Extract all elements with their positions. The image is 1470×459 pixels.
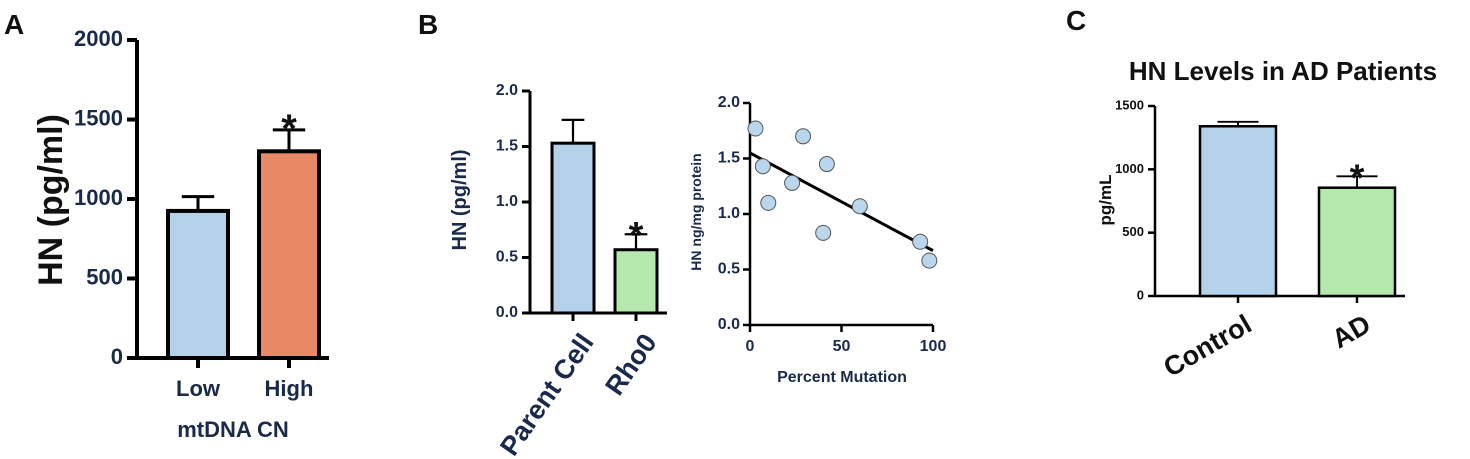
- scatter-point: [818, 156, 835, 173]
- scatter-point: [815, 224, 832, 241]
- panel-b-scatter-x-axis-label: Percent Mutation: [777, 369, 907, 386]
- y-tick-label: 2.0: [496, 82, 518, 99]
- y-tick-label: 2.0: [718, 94, 740, 111]
- scatter-point: [760, 194, 777, 211]
- panel-c-plot-area: Control AD *: [1153, 106, 1405, 383]
- panel-c-title: HN Levels in AD Patients: [1129, 56, 1437, 86]
- y-tick-label: 500: [86, 264, 123, 289]
- y-tick-label: 0.5: [718, 261, 740, 278]
- panel-c-y-axis-label: pg/mL: [1096, 175, 1115, 226]
- bar-rho0: [613, 248, 659, 315]
- regression-line: [749, 151, 934, 252]
- y-tick-label: 0.5: [496, 249, 518, 266]
- panel-b-bar-chart: HN (pg/ml) 0.0 0.5 1.0 1.5 2.0 Parent Cell Rh…: [449, 82, 667, 459]
- panel-b-bar-y-axis-label: HN (pg/ml): [449, 149, 471, 250]
- y-tick-label: 1500: [1115, 97, 1144, 112]
- y-tick-label: 0: [1137, 287, 1144, 302]
- significance-star: *: [281, 107, 297, 151]
- category-label: Low: [176, 376, 221, 401]
- y-tick-label: 1.0: [496, 193, 518, 210]
- panel-b-bar-y-ticks: 0.0 0.5 1.0 1.5 2.0: [496, 82, 530, 321]
- category-label: High: [265, 376, 314, 401]
- y-tick-label: 1000: [1115, 161, 1144, 176]
- y-tick-label: 500: [1122, 224, 1144, 239]
- panel-b-bar-plot-area: Parent Cell Rho0 *: [494, 91, 667, 459]
- category-label: Control: [1158, 309, 1256, 383]
- y-tick-label: 2000: [74, 26, 123, 51]
- x-tick-label: 0: [746, 338, 755, 355]
- bar-ad: [1317, 186, 1397, 298]
- x-tick-label: 100: [920, 338, 947, 355]
- panel-label-a: A: [4, 9, 24, 40]
- significance-star: *: [629, 215, 644, 257]
- bar-high: [257, 149, 321, 360]
- y-tick-label: 1.5: [718, 150, 740, 167]
- category-label: AD: [1327, 309, 1376, 354]
- y-tick-label: 1.5: [496, 138, 518, 155]
- y-tick-label: 0.0: [496, 304, 518, 321]
- bar-parent-cell: [550, 141, 596, 315]
- y-tick-label: 1500: [74, 105, 123, 130]
- y-tick-label: 0: [111, 344, 123, 369]
- panel-a-y-ticks: 0 500 1000 1500 2000: [74, 26, 137, 369]
- bar-control: [1198, 125, 1278, 298]
- panel-a-x-axis-label: mtDNA CN: [177, 417, 289, 442]
- panel-label-b: B: [418, 9, 438, 40]
- scatter-point: [921, 252, 938, 269]
- panel-a-bar-chart: HN (pg/ml) mtDNA CN 0 500 1000 1500 2000 Low…: [32, 26, 329, 442]
- scatter-point: [784, 174, 801, 191]
- panel-b-scatter-y-axis-label: HN ng/mg protein: [688, 153, 704, 270]
- x-tick-label: 50: [833, 338, 851, 355]
- panel-a-plot-area: Low High *: [135, 40, 329, 401]
- scatter-point: [851, 198, 868, 215]
- y-tick-label: 0.0: [718, 316, 740, 333]
- scatter-point: [754, 158, 771, 175]
- scatter-point: [795, 128, 812, 145]
- scatter-point: [912, 233, 929, 250]
- panel-b-scatter-chart: HN ng/mg protein Percent Mutation 0.0 0.5…: [688, 94, 946, 386]
- panel-a-y-axis-label: HN (pg/ml): [32, 114, 70, 286]
- panel-c-y-ticks: 0 500 1000 1500: [1115, 97, 1155, 302]
- category-label: Rho0: [599, 328, 662, 401]
- panel-b-scatter-plot-area: 0 50 100: [746, 103, 947, 355]
- y-tick-label: 1000: [74, 185, 123, 210]
- category-label: Parent Cell: [494, 328, 599, 459]
- significance-star: *: [1350, 157, 1365, 199]
- scatter-point: [747, 120, 764, 137]
- panel-label-c: C: [1066, 5, 1086, 36]
- bar-low: [166, 208, 230, 360]
- y-tick-label: 1.0: [718, 205, 740, 222]
- panel-b-scatter-y-ticks: 0.0 0.5 1.0 1.5 2.0: [718, 94, 750, 333]
- panel-c-bar-chart: HN Levels in AD Patients pg/mL 0 500 1000 1…: [1096, 56, 1437, 383]
